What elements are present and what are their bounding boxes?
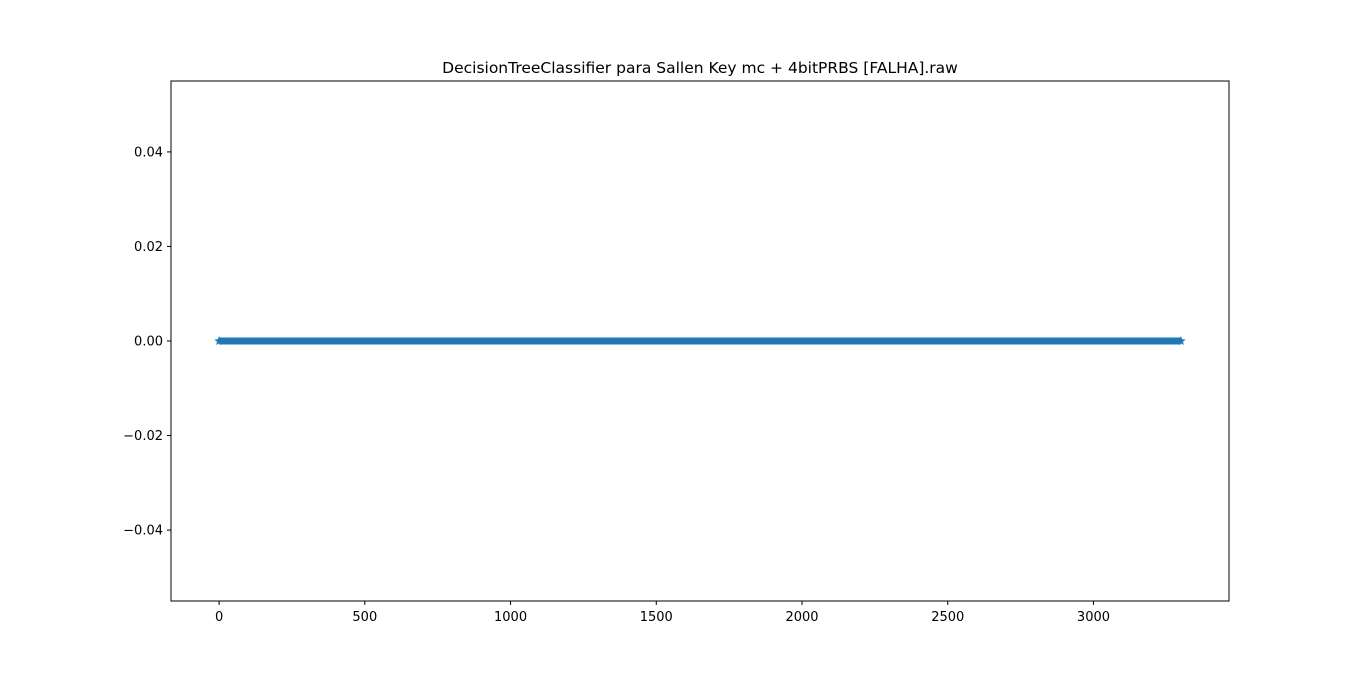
- data-point-marker: [1176, 336, 1186, 346]
- y-axis: 0.04 0.02 0.00 −0.02 −0.04: [123, 145, 171, 539]
- x-tick-label: 500: [352, 610, 377, 625]
- x-tick-label: 0: [215, 610, 223, 625]
- x-tick-label: 1000: [494, 610, 527, 625]
- x-tick-label: 3000: [1077, 610, 1110, 625]
- y-tick-label: −0.02: [123, 429, 163, 444]
- x-tick-label: 2500: [931, 610, 964, 625]
- x-axis: 0 500 1000 1500 2000 2500 3000: [215, 601, 1110, 625]
- plot-area: [214, 336, 1186, 346]
- x-tick-label: 2000: [785, 610, 818, 625]
- y-tick-label: 0.00: [134, 335, 163, 350]
- y-tick-label: −0.04: [123, 524, 163, 539]
- chart-title: DecisionTreeClassifier para Sallen Key m…: [442, 59, 958, 77]
- data-point-marker: [214, 336, 224, 346]
- y-tick-label: 0.04: [134, 145, 163, 160]
- x-tick-label: 1500: [640, 610, 673, 625]
- y-tick-label: 0.02: [134, 240, 163, 255]
